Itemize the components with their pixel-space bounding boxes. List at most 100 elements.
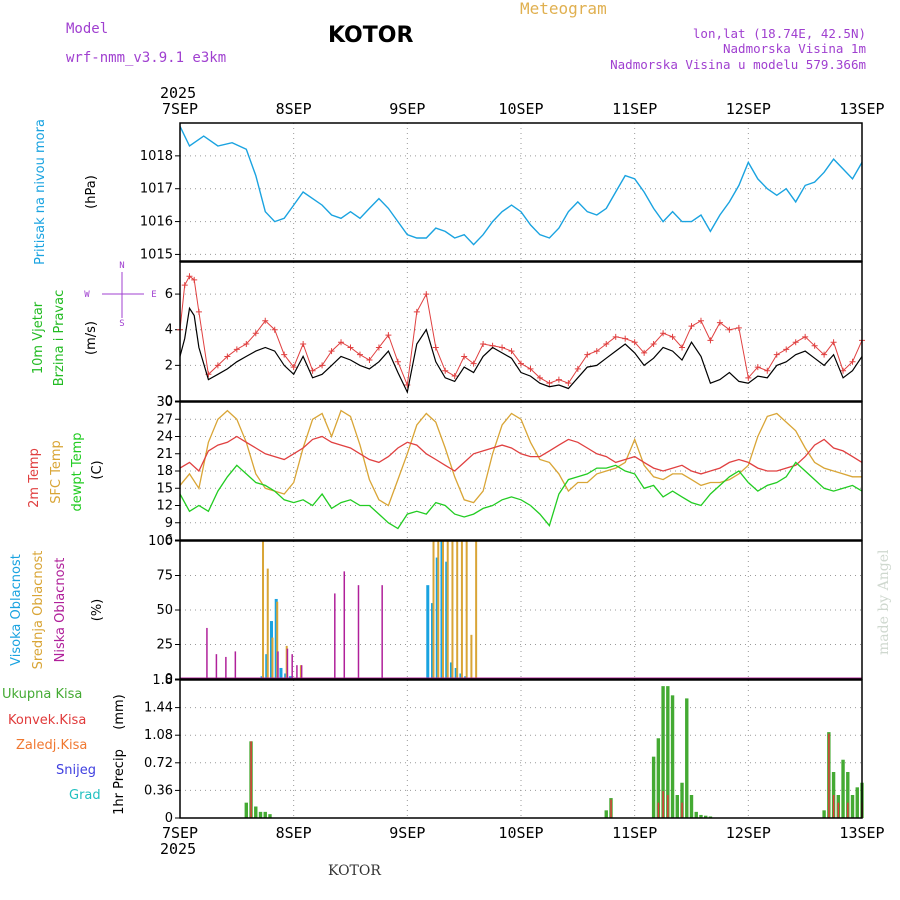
gust-marker [499, 344, 506, 351]
y-tick-label: 1015 [140, 247, 173, 262]
wind-ylabel-2: Brzina i Pravac [52, 290, 67, 387]
bar-convective [837, 802, 840, 818]
gust-marker [328, 348, 335, 355]
gust-marker [224, 353, 231, 360]
gust-marker [252, 330, 259, 337]
gust-marker [811, 342, 818, 349]
bottom-day-label: 10SEP [498, 824, 543, 842]
bar-total [850, 795, 855, 818]
lonlat-label: lon,lat (18.74E, 42.5N) [693, 26, 866, 41]
gust-marker [697, 317, 704, 324]
top-day-label: 11SEP [612, 100, 657, 118]
bar-mid [470, 634, 473, 679]
bar-convective [250, 741, 252, 818]
precip-legend-snow: Snijeg [56, 763, 96, 778]
gust-marker [527, 365, 534, 372]
bar-total [244, 802, 249, 818]
bar-total [263, 811, 267, 818]
gust-marker [726, 326, 733, 333]
bar-mid [456, 541, 459, 679]
y-tick-label: 50 [156, 603, 173, 618]
y-tick-label: 1018 [140, 149, 173, 164]
altitude-label: Nadmorska Visina 1m [723, 41, 866, 56]
panel-frame [179, 679, 863, 819]
gust-marker [195, 308, 202, 315]
gust-marker [688, 323, 695, 330]
gust-marker [546, 380, 553, 387]
bar-mid [451, 541, 454, 679]
bar-low [381, 585, 383, 679]
bar-total [685, 698, 689, 818]
bar-high [279, 667, 283, 679]
bar-low [206, 627, 208, 679]
bar-convective [828, 733, 830, 818]
top-day-label: 10SEP [498, 100, 543, 118]
bar-high [426, 585, 430, 679]
bar-convective [667, 795, 669, 818]
bar-total [651, 756, 656, 818]
series-2m-temp [179, 435, 863, 475]
bar-mid [446, 541, 449, 679]
gust-marker [679, 344, 686, 351]
bar-total [689, 795, 694, 818]
gust-marker [432, 344, 439, 351]
gust-marker [319, 362, 326, 369]
gust-marker [792, 339, 799, 346]
gust-marker [764, 367, 771, 374]
bar-total [656, 738, 661, 818]
gust-marker [603, 340, 610, 347]
precip-legend-freezing: Zaledj.Kisa [16, 738, 87, 753]
bottom-day-label: 11SEP [612, 824, 657, 842]
y-tick-label: 0.36 [144, 783, 173, 798]
bar-total [661, 686, 665, 818]
y-tick-label: 0 [165, 394, 173, 409]
gust-marker [518, 360, 524, 367]
y-tick-label: 100 [148, 534, 173, 549]
precip-legend-total: Ukupna Kisa [2, 687, 82, 702]
gust-marker [840, 367, 847, 374]
bottom-day-label: 12SEP [726, 824, 771, 842]
y-tick-label: 75 [156, 569, 173, 584]
bar-total [680, 782, 684, 818]
gust-marker [830, 339, 837, 346]
gust-marker [233, 346, 240, 353]
gust-marker [347, 344, 354, 351]
gust-marker [356, 351, 363, 358]
y-tick-label: 4 [165, 323, 173, 338]
bottom-day-label: 13SEP [839, 824, 884, 842]
gust-marker [281, 351, 288, 358]
gust-marker [565, 380, 572, 387]
gust-marker [631, 339, 638, 346]
y-tick-label: 30 [156, 395, 173, 410]
compass-east: E [151, 290, 156, 300]
y-tick-label: 24 [156, 430, 173, 445]
low-cloud-ylabel: Niska Oblacnost [53, 558, 68, 663]
panel-temperature: 6 9 12 15 18 21 24 27 30 [156, 395, 863, 548]
gust-marker [802, 333, 809, 340]
gust-marker [773, 351, 780, 358]
gust-marker [309, 367, 316, 374]
footer-city: KOTOR [328, 863, 381, 879]
series-mslp [179, 125, 863, 246]
bar-low [234, 651, 237, 679]
temp2m-ylabel: 2m Temp [27, 448, 42, 508]
city-title: KOTOR [328, 23, 413, 48]
gust-marker [754, 364, 761, 371]
bar-low [357, 585, 360, 679]
gust-marker [186, 273, 193, 280]
bar-low [286, 648, 289, 679]
gust-marker [536, 374, 543, 381]
gust-marker [783, 346, 790, 353]
bar-mid [441, 541, 444, 679]
bar-convective [847, 802, 849, 818]
panel-wind: 0 2 4 6 [165, 261, 865, 409]
bar-total [666, 686, 670, 818]
pressure-ylabel: Pritisak na nivou mora [33, 119, 48, 265]
gust-marker [262, 317, 269, 324]
y-tick-label: 1.08 [144, 728, 173, 743]
high-cloud-ylabel: Visoka Oblacnost [9, 554, 24, 666]
wind-unit: (m/s) [84, 321, 99, 355]
bar-total [841, 759, 845, 818]
bar-mid [262, 541, 265, 679]
model-label: Model [66, 21, 108, 37]
